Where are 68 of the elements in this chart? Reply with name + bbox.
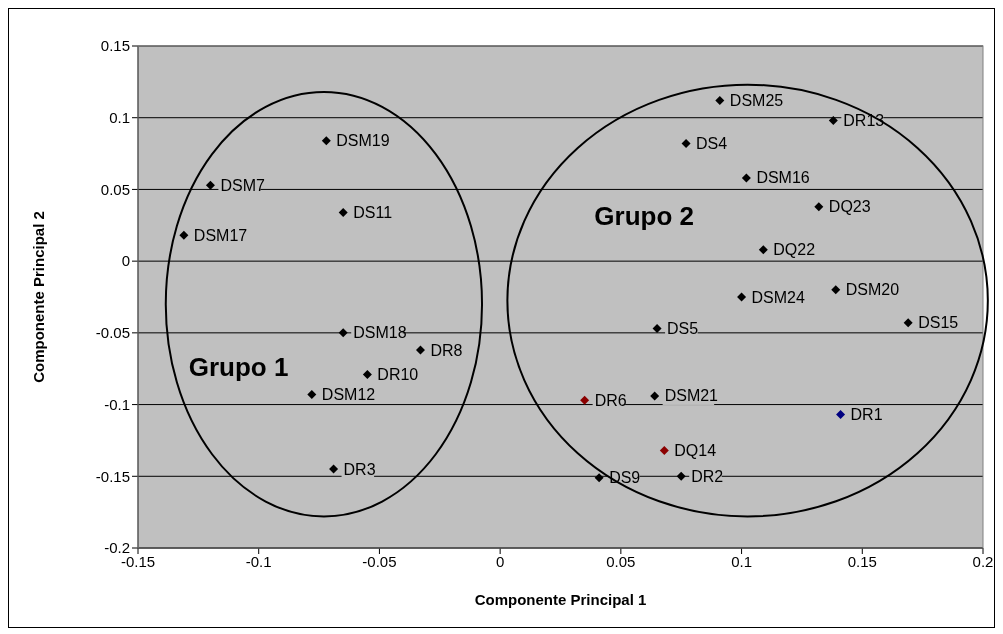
data-label: DSM25 (729, 92, 784, 109)
x-tick-label: 0 (495, 552, 505, 570)
point (741, 173, 751, 183)
point (179, 230, 189, 240)
y-tick-label: 0.15 (100, 37, 130, 55)
point (329, 464, 339, 474)
point (307, 390, 317, 400)
data-label: DR3 (343, 460, 376, 478)
point (715, 96, 725, 105)
point (650, 391, 660, 401)
y-tick-label: 0 (121, 252, 130, 270)
data-label: DSM17 (193, 226, 248, 244)
point (676, 471, 686, 481)
point (814, 202, 824, 212)
data-label: DR1 (850, 406, 883, 424)
point (681, 139, 691, 149)
x-tick-label: 0.05 (606, 552, 636, 570)
data-label: DSM18 (353, 324, 407, 342)
point (415, 345, 425, 355)
annotation: Grupo 1 (188, 351, 289, 382)
point (321, 136, 331, 146)
data-label: DR6 (594, 391, 627, 409)
data-label: DR13 (843, 112, 885, 130)
point (758, 245, 768, 255)
data-label: DSM20 (845, 281, 900, 299)
point (580, 395, 590, 405)
data-label: DS9 (609, 469, 641, 487)
point (338, 207, 348, 217)
point (836, 410, 846, 420)
data-label: DS4 (696, 135, 728, 153)
point (659, 445, 669, 455)
y-tick-label: -0.15 (95, 467, 130, 485)
point (594, 473, 604, 483)
x-tick-label: 0.1 (731, 552, 752, 570)
x-tick-label: 0.15 (847, 552, 877, 570)
data-label: DSM12 (321, 386, 376, 404)
point (831, 285, 841, 295)
data-label: DS11 (353, 203, 393, 221)
point (205, 180, 215, 190)
x-tick-label: -0.05 (362, 552, 397, 570)
point (737, 292, 747, 302)
data-label: DQ22 (773, 241, 816, 259)
data-label: DSM19 (336, 132, 390, 150)
annotation: Grupo 2 (594, 200, 694, 231)
data-label: DR10 (377, 365, 419, 383)
point (903, 318, 913, 328)
data-label: DR2 (691, 467, 724, 485)
data-label: DS5 (667, 320, 699, 338)
y-axis-title: Componente Principal 2 (30, 211, 48, 383)
data-label: DSM24 (751, 288, 806, 306)
y-tick-label: -0.05 (95, 324, 130, 342)
data-label: DS15 (918, 314, 959, 332)
point (338, 328, 348, 338)
data-label: DQ14 (674, 441, 717, 459)
data-label: DSM21 (664, 387, 719, 405)
data-label: DR8 (430, 341, 463, 359)
point (828, 116, 838, 126)
y-tick-label: -0.1 (104, 395, 130, 413)
y-tick-label: 0.1 (109, 109, 130, 127)
point (362, 369, 372, 379)
x-tick-label: 0.2 (972, 552, 994, 570)
x-tick-label: -0.1 (245, 552, 272, 570)
data-label: DQ23 (828, 198, 871, 216)
x-axis-title: Componente Principal 1 (474, 591, 647, 608)
point (652, 324, 662, 334)
data-label: DSM16 (756, 169, 810, 187)
data-label: DSM7 (220, 176, 265, 194)
y-tick-label: 0.05 (100, 180, 130, 198)
